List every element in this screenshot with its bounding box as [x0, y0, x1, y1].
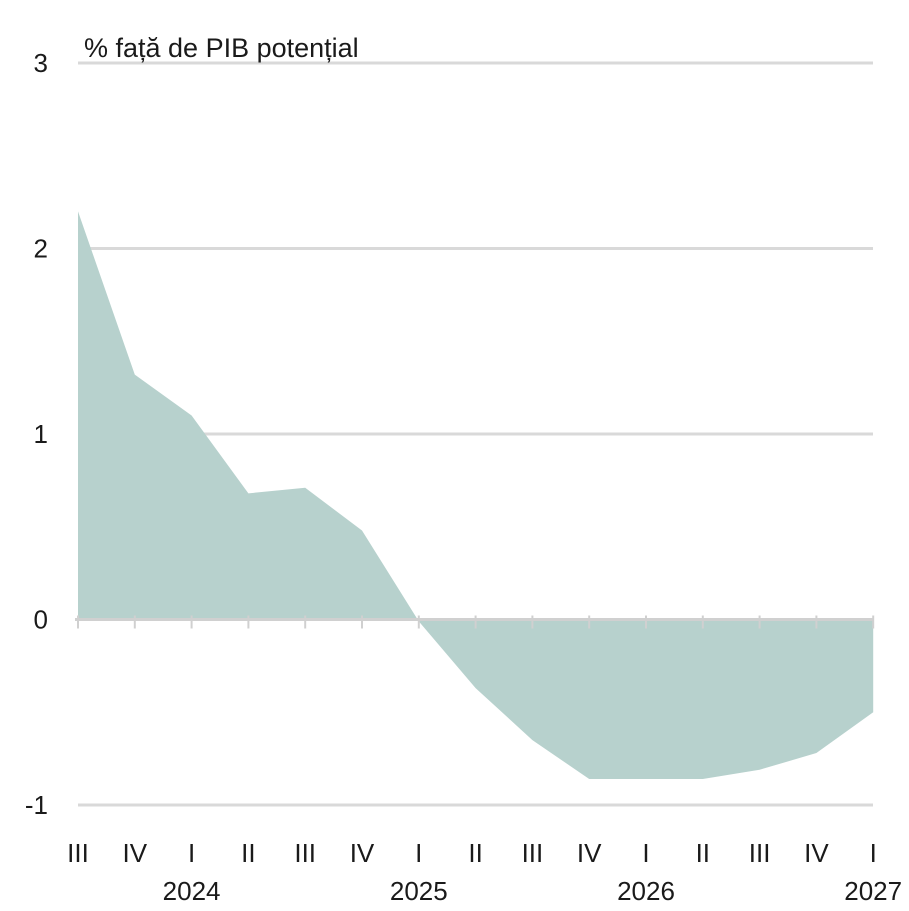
quarter-label: II: [241, 838, 255, 868]
quarter-label: II: [696, 838, 710, 868]
quarter-label: IV: [804, 838, 829, 868]
year-label: 2026: [617, 876, 675, 906]
y-axis-labels: 3 2 1 0 -1: [25, 48, 48, 820]
quarter-label: II: [468, 838, 482, 868]
quarter-label: IV: [350, 838, 375, 868]
y-tick-label: 1: [34, 419, 48, 449]
quarter-label: IV: [123, 838, 148, 868]
quarter-label: III: [749, 838, 771, 868]
quarter-label: I: [415, 838, 422, 868]
quarter-label: I: [870, 838, 877, 868]
quarter-label: I: [188, 838, 195, 868]
plot-area: [78, 211, 874, 780]
quarter-label: III: [67, 838, 89, 868]
gridlines: [78, 61, 873, 807]
quarter-label: III: [522, 838, 544, 868]
output-gap-area: [78, 211, 874, 780]
year-label: 2027: [844, 876, 902, 906]
unit-label: % față de PIB potențial: [84, 33, 359, 63]
year-label: 2025: [390, 876, 448, 906]
y-tick-label: 0: [34, 605, 48, 635]
x-axis: [75, 615, 875, 629]
y-tick-label: -1: [25, 790, 48, 820]
quarter-label: IV: [577, 838, 602, 868]
year-label: 2024: [163, 876, 221, 906]
quarter-label: III: [294, 838, 316, 868]
quarter-label: I: [642, 838, 649, 868]
y-tick-label: 3: [34, 48, 48, 78]
y-tick-label: 2: [34, 234, 48, 264]
